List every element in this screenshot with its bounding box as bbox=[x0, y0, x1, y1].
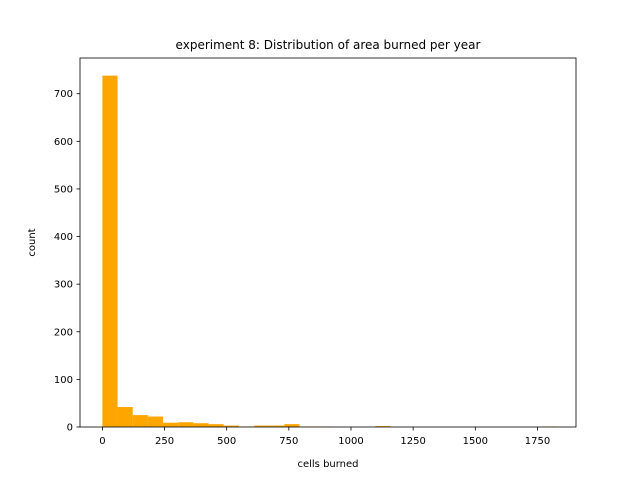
histogram-bar-18 bbox=[375, 426, 391, 427]
x-axis-ticks: 0 250 500 750 1000 1250 1500 1750 bbox=[99, 427, 550, 447]
histogram-bar-6 bbox=[193, 423, 209, 427]
y-tick-label-0: 0 bbox=[67, 423, 73, 434]
x-tick-label-3: 750 bbox=[279, 436, 298, 447]
histogram-bar-10 bbox=[254, 425, 270, 427]
y-tick-label-4: 400 bbox=[54, 232, 73, 243]
y-tick-label-5: 500 bbox=[54, 184, 73, 195]
x-tick-label-1: 250 bbox=[155, 436, 174, 447]
histogram-bar-5 bbox=[178, 422, 194, 427]
x-tick-label-6: 1500 bbox=[463, 436, 488, 447]
y-axis-label: count bbox=[27, 228, 38, 256]
x-tick-label-2: 500 bbox=[217, 436, 236, 447]
y-tick-label-3: 300 bbox=[54, 280, 73, 291]
bars-group bbox=[102, 75, 558, 428]
plot-frame bbox=[79, 57, 577, 428]
histogram-bar-7 bbox=[208, 424, 224, 427]
x-axis-label: cells burned bbox=[297, 459, 358, 470]
histogram-bar-8 bbox=[223, 425, 239, 427]
histogram-bar-12 bbox=[284, 424, 300, 427]
y-tick-label-7: 700 bbox=[54, 89, 73, 100]
y-tick-label-1: 100 bbox=[54, 375, 73, 386]
y-tick-label-6: 600 bbox=[54, 137, 73, 148]
histogram-bar-4 bbox=[163, 422, 179, 427]
chart-title: experiment 8: Distribution of area burne… bbox=[176, 38, 481, 52]
histogram-bar-3 bbox=[147, 416, 164, 427]
x-tick-label-4: 1000 bbox=[338, 436, 363, 447]
x-tick-label-5: 1250 bbox=[400, 436, 425, 447]
y-axis-ticks: 0 100 200 300 400 500 600 700 bbox=[54, 89, 80, 434]
y-tick-label-2: 200 bbox=[54, 327, 73, 338]
x-tick-label-7: 1750 bbox=[525, 436, 550, 447]
histogram-bar-2 bbox=[132, 415, 148, 427]
histogram-bar-1 bbox=[117, 407, 133, 427]
histogram-bar-11 bbox=[269, 425, 285, 427]
histogram-bar-0 bbox=[102, 75, 118, 428]
x-tick-label-0: 0 bbox=[99, 436, 105, 447]
